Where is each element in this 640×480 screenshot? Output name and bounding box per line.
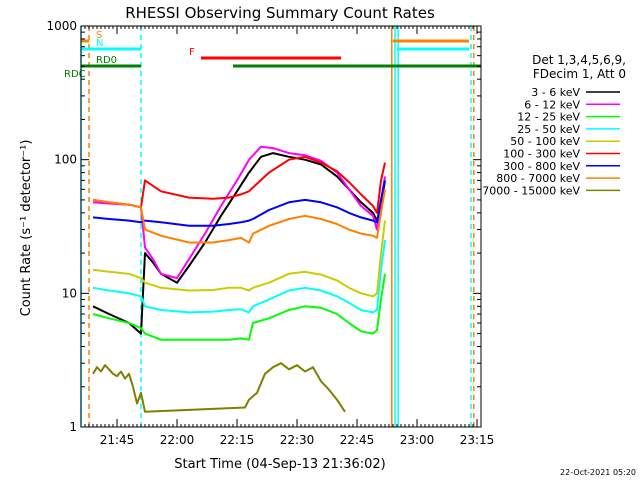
x-tick-label-22-30: 22:30	[280, 433, 315, 447]
legend-label-7000-15000-kev: 7000 - 15000 keV	[482, 184, 580, 197]
legend-label-800-7000-kev: 800 - 7000 keV	[496, 172, 580, 185]
series-line-6-12-kev	[92, 145, 386, 280]
footer-date: 22-Oct-2021 05:20	[560, 468, 636, 477]
flag-label-rd0: RD0	[96, 55, 117, 66]
y-tick-label-10: 10	[62, 286, 77, 300]
flag-label-n: N	[96, 38, 103, 49]
legend-header-line-1: Det 1,3,4,5,6,9,	[532, 53, 626, 67]
legend-label-12-25-kev: 12 - 25 keV	[517, 111, 580, 124]
legend-label-300-800-kev: 300 - 800 keV	[503, 160, 580, 173]
x-tick-label-22-45: 22:45	[340, 433, 375, 447]
legend-label-3-6-kev: 3 - 6 keV	[531, 86, 580, 99]
series-line-100-300-kev	[92, 155, 386, 214]
y-tick-label-100: 100	[54, 153, 77, 167]
x-tick-label-22-15: 22:15	[220, 433, 255, 447]
legend-label-6-12-kev: 6 - 12 keV	[524, 98, 580, 111]
series-line-7000-15000-kev	[92, 362, 346, 413]
y-axis-label: Count Rate (s⁻¹ detector⁻¹)	[19, 140, 34, 317]
legend-label-50-100-kev: 50 - 100 keV	[510, 135, 580, 148]
series-line-800-7000-kev	[92, 189, 386, 244]
series-line-12-25-kev	[92, 273, 386, 341]
flag-label-f: F	[189, 47, 195, 58]
y-tick-label-1000: 1000	[46, 19, 77, 33]
x-tick-label-23-00: 23:00	[400, 433, 435, 447]
legend: Det 1,3,4,5,6,9, FDecim 1, Att 0 3 - 6 k…	[482, 53, 626, 197]
flag-label-rdc: RDC	[64, 69, 86, 80]
x-tick-label-23-15: 23:15	[460, 433, 495, 447]
series-line-50-100-kev	[92, 220, 386, 298]
y-axis-ticks: 1 10 100 1000	[46, 19, 481, 434]
x-tick-label-21-45: 21:45	[100, 433, 135, 447]
x-axis-label: Start Time (04-Sep-13 21:36:02)	[174, 457, 385, 472]
flag-label-s: S	[96, 30, 102, 41]
legend-label-25-50-kev: 25 - 50 keV	[517, 123, 580, 136]
observing-flags: SN F RD0 RDC	[64, 30, 481, 80]
series-line-3-6-kev	[92, 152, 386, 335]
y-tick-label-1: 1	[69, 420, 77, 434]
x-axis-ticks: 21:45 22:00 22:15 22:30 22:45 23:00 23:15	[80, 26, 495, 447]
data-series	[92, 145, 386, 413]
series-line-25-50-kev	[92, 239, 386, 314]
chart-title: RHESSI Observing Summary Count Rates	[125, 4, 435, 22]
legend-header-line-2: FDecim 1, Att 0	[533, 67, 626, 81]
x-tick-label-22-00: 22:00	[160, 433, 195, 447]
legend-label-100-300-kev: 100 - 300 keV	[503, 148, 580, 161]
